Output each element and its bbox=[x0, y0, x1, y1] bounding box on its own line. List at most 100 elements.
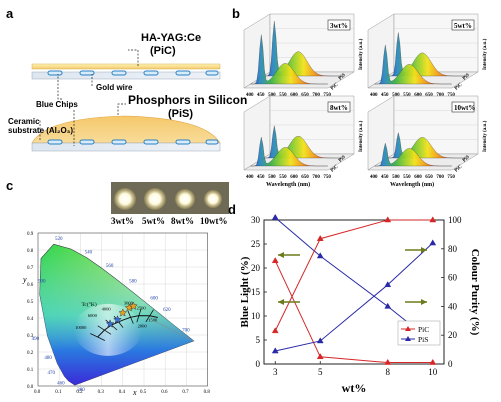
blue-chips-label: Blue Chips bbox=[36, 100, 78, 109]
tick-label: 450 bbox=[257, 93, 265, 98]
sample-point bbox=[118, 308, 128, 317]
tick-label: 600 bbox=[414, 93, 422, 98]
tick-label: 450 bbox=[381, 93, 389, 98]
y-tick-label: 0.1 bbox=[27, 368, 34, 373]
spectrum-mark bbox=[250, 137, 328, 167]
row-label: PiS bbox=[462, 73, 471, 82]
pic-sub: (PiC) bbox=[150, 45, 176, 57]
plot-legend-box bbox=[327, 101, 351, 113]
axis-arrow-head bbox=[421, 299, 427, 305]
y-tick-label: 0.0 bbox=[27, 385, 34, 390]
legend-marker bbox=[405, 326, 411, 331]
panel-d-chart: 0 5 10 15 20 25 30 0 20 40 60 80 100 3 5 8 10 wt% Blue Lig… bbox=[239, 213, 481, 395]
tick-label: 550 bbox=[279, 93, 287, 98]
blue-chip bbox=[111, 70, 127, 76]
plot-legend: 8wt% bbox=[330, 104, 348, 112]
gold-wire-label: Gold wire bbox=[96, 83, 133, 92]
tick-labels: 400 450 500 550 600 650 700 750 bbox=[370, 93, 455, 98]
panel-a-label: a bbox=[6, 6, 14, 21]
row-label: PiS bbox=[338, 73, 347, 82]
y-left-tick-label: 25 bbox=[251, 239, 261, 249]
tick-label: 600 bbox=[290, 175, 298, 180]
x-axis-label: Wavelength (nm) bbox=[390, 181, 434, 188]
tick-label: 700 bbox=[436, 93, 444, 98]
wavelength-label: 500 bbox=[38, 279, 46, 284]
x-tick-label: 0.3 bbox=[98, 390, 105, 395]
wavelength-label: 600 bbox=[150, 296, 158, 301]
photo-10wt bbox=[204, 190, 222, 208]
tick-label: 550 bbox=[403, 93, 411, 98]
tick-label: 450 bbox=[257, 175, 265, 180]
axis-arrow-head bbox=[421, 247, 427, 253]
x-tick-label: 0.5 bbox=[140, 390, 147, 395]
x-tick-label: 10 bbox=[428, 367, 438, 377]
tick-labels: 400 450 500 550 600 650 700 750 bbox=[246, 93, 331, 98]
x-tick-label: 3 bbox=[273, 367, 278, 377]
data-point bbox=[316, 337, 324, 344]
panel-c-label: c bbox=[6, 178, 13, 193]
x-tick-label: 0.6 bbox=[161, 390, 168, 395]
tick-label: 400 bbox=[246, 175, 254, 180]
y-right-tick-label: 0 bbox=[448, 359, 453, 369]
blue-chip bbox=[175, 139, 191, 145]
pic-phosphor-layer bbox=[31, 63, 221, 70]
tick-label: 600 bbox=[290, 93, 298, 98]
x-axis-label: wt% bbox=[342, 381, 367, 395]
x-tick-label: 0.7 bbox=[182, 390, 189, 395]
y-tick-label: 0.6 bbox=[27, 283, 34, 288]
cie-diagram: 0.0 0.1 0.2 0.3 0.4 0.5 0.6 0.7 0.8 0.0 0.1 0.2 0.3 0… bbox=[27, 232, 210, 395]
planckian-locus bbox=[97, 315, 158, 338]
tick-label: 400 bbox=[246, 93, 254, 98]
row-label: PiC bbox=[330, 82, 340, 91]
cct-label: 2000 bbox=[138, 323, 148, 328]
row-label: PiC bbox=[330, 164, 340, 173]
row-label: PiS bbox=[338, 155, 347, 164]
legend-marker bbox=[405, 336, 411, 341]
photo-label: 3wt% bbox=[111, 216, 134, 226]
axis-arrow-head bbox=[278, 252, 284, 258]
series-line bbox=[274, 260, 433, 364]
tick-label: 550 bbox=[279, 175, 287, 180]
cct-label: 6000 bbox=[88, 313, 98, 318]
z-axis-label: Intensity (a.u.) bbox=[359, 38, 364, 70]
x-tick-label: 0.2 bbox=[76, 390, 83, 395]
blue-chip bbox=[47, 139, 63, 145]
data-point bbox=[429, 358, 437, 365]
legend-label: PiC bbox=[418, 325, 429, 334]
isotherm bbox=[145, 309, 154, 323]
z-axis-label: Intensity (a.u.) bbox=[483, 38, 488, 70]
blue-chip bbox=[205, 70, 219, 76]
spectrum-mark bbox=[374, 44, 452, 85]
cct-label: 2500 bbox=[137, 306, 147, 311]
y-right-axis-label: Colour Purity (%) bbox=[469, 249, 481, 336]
cie-xlabel: x bbox=[132, 388, 137, 397]
wavelength-label: 580 bbox=[129, 279, 137, 284]
plot-legend-box bbox=[327, 19, 351, 31]
spectrum-mark bbox=[374, 143, 452, 167]
tick-label: 650 bbox=[425, 93, 433, 98]
y-left-tick-label: 10 bbox=[251, 311, 261, 321]
tick-label: 550 bbox=[403, 175, 411, 180]
tick-label: 750 bbox=[323, 93, 331, 98]
cct-label: 10000 bbox=[75, 325, 87, 330]
blue-chip bbox=[205, 139, 219, 145]
data-point bbox=[271, 257, 279, 264]
spectrum-mark bbox=[387, 32, 465, 77]
tick-label: 500 bbox=[268, 93, 276, 98]
sample-photos: 3wt% 5wt% 8wt% 10wt% bbox=[111, 182, 229, 226]
data-point bbox=[316, 252, 324, 259]
isotherm bbox=[97, 325, 112, 335]
row-label: PiC bbox=[454, 82, 464, 91]
tick-label: 600 bbox=[414, 175, 422, 180]
wavelength-label: 460 bbox=[57, 381, 65, 386]
y-left-axis-label: Blue Light (%) bbox=[239, 256, 251, 327]
isotherm bbox=[90, 333, 106, 341]
data-point bbox=[384, 358, 392, 365]
plot-frame bbox=[37, 232, 208, 387]
tick-label: 500 bbox=[392, 175, 400, 180]
photo-label: 10wt% bbox=[200, 216, 228, 226]
tc-label: Tc(°K) bbox=[81, 301, 96, 308]
